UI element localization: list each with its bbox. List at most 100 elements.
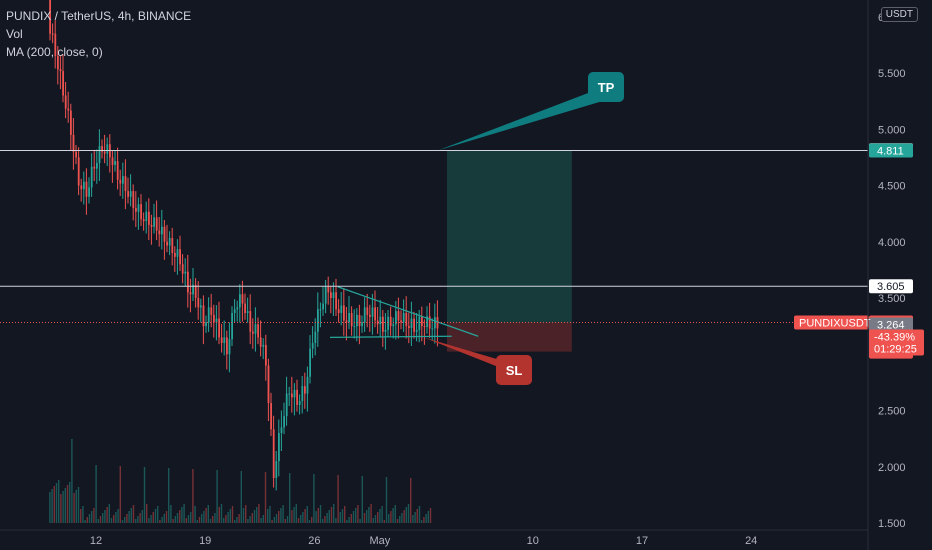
volume-bar [121,520,124,523]
candle-body [137,204,140,212]
volume-bar [330,507,333,523]
candle-body [272,429,275,478]
volume-bar [396,519,399,523]
volume-bar [264,472,267,523]
volume-bar [403,510,405,523]
candle-body [434,317,436,329]
volume-bar [429,508,432,523]
candle-body [205,322,207,327]
volume-bar [293,507,295,523]
candle-body [161,226,163,235]
candle-body [389,316,392,327]
volume-bar [286,516,289,523]
candle-body [314,331,317,343]
candle-body [150,224,153,227]
candle-body [257,324,259,338]
volume-bar [181,507,183,523]
candle-body [168,238,171,246]
candle-body [88,187,90,197]
volume-bar [333,504,335,523]
volume-bar [315,511,317,523]
candle-body [85,181,88,197]
currency-badge[interactable]: USDT [880,7,918,22]
candle-body [296,389,298,405]
candle-body [132,191,135,208]
candle-body [301,386,304,402]
candle-body [184,271,187,274]
candle-body [51,33,54,35]
volume-bar [139,513,141,523]
time-tick-label: 26 [308,535,320,547]
volume-bar [102,513,104,523]
candle-body [322,303,324,310]
volume-bar [132,505,135,523]
candle-body [116,161,119,180]
time-tick-label: May [370,535,391,547]
volume-bar [370,504,372,523]
volume-bar [201,514,203,523]
candle-body [220,337,223,343]
volume-bar [416,509,418,523]
ma-indicator-label[interactable]: MA (200, close, 0) [6,45,103,59]
volume-bar [75,490,77,523]
candle-body [298,401,301,405]
candle-body [259,337,262,347]
sl-label-bubble[interactable]: SL [496,355,532,385]
candle-body [262,344,265,347]
volume-bar [341,509,344,523]
volume-bar [152,512,154,523]
candle-body [280,427,283,433]
candle-body [181,264,184,274]
candle-body [418,316,421,330]
volume-bar [357,505,359,523]
volume-bar [64,488,66,523]
volume-bar [170,505,172,523]
symbol-title[interactable]: PUNDIX / TetherUS, 4h, BINANCE [6,9,192,23]
tp-label-bubble[interactable]: TP [588,72,624,102]
percent-change-label: -43.39% [874,332,915,344]
volume-bar [344,506,346,523]
candle-body [67,108,70,111]
volume-bar [379,509,381,523]
volume-bar [157,506,159,523]
candle-body [304,386,306,394]
volume-bar [214,513,216,523]
volume-bar [269,506,271,523]
volume-bar [146,504,148,523]
candle-body [317,309,319,332]
candle-body [192,284,194,295]
candle-body [348,313,350,323]
volume-bar [361,476,363,523]
stop-loss-zone [447,322,572,352]
candle-body [200,305,202,308]
volume-bar [190,512,192,523]
candle-body [423,326,426,328]
volume-bar [240,471,242,523]
volume-bar [225,515,227,523]
time-tick-label: 12 [90,535,102,547]
chart-legend: PUNDIX / TetherUS, 4h, BINANCE Vol MA (2… [6,7,191,61]
volume-bar [137,516,139,523]
volume-bar [99,516,102,523]
volume-bar [256,507,258,523]
volume-bar [106,507,108,523]
candle-body [57,56,59,70]
time-tick-label: 10 [527,535,539,547]
volume-bar [425,514,427,523]
volume-bar [304,509,306,523]
candle-body [384,329,387,332]
volume-bar [62,491,64,523]
volume-bar [77,487,80,523]
volume-bar [93,508,95,523]
candle-body [254,324,257,334]
candle-body [75,151,77,158]
volume-bar [350,514,352,523]
volume-bar [196,520,198,523]
volume-bar [399,516,401,523]
volume-bar [58,480,60,523]
candle-body [249,311,252,332]
volume-indicator-label[interactable]: Vol [6,27,23,41]
candle-body [278,433,280,462]
candle-body [358,314,361,327]
